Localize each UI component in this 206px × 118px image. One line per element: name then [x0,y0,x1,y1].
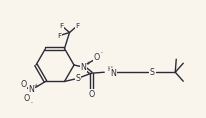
Text: H: H [108,66,113,72]
Text: S: S [150,68,155,77]
Text: F: F [60,23,64,29]
Text: O: O [88,90,94,99]
Text: N: N [29,85,34,94]
Text: F: F [57,33,62,39]
Text: F: F [75,23,80,29]
Text: O: O [20,80,27,89]
Text: -: - [101,51,103,56]
Text: O: O [94,53,100,62]
Text: +: + [33,83,38,88]
Text: O: O [23,94,30,103]
Text: -: - [30,100,32,105]
Text: +: + [86,61,90,66]
Text: N: N [81,63,87,72]
Text: S: S [75,74,80,83]
Text: N: N [110,69,116,78]
